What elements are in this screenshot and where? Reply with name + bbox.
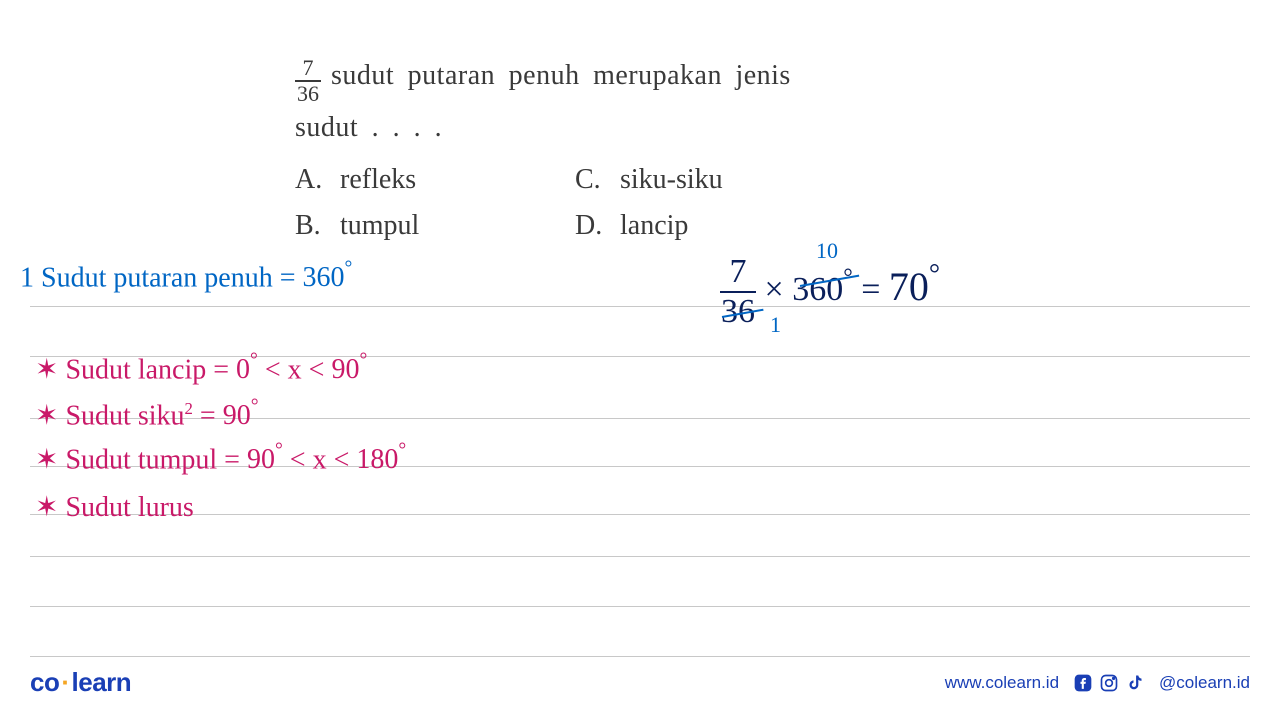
hand-siku-val: 90	[223, 400, 259, 431]
rule-line	[30, 606, 1250, 607]
option-a-text: refleks	[340, 159, 416, 201]
hand-tumpul-b: 180	[356, 444, 406, 475]
option-c: C. siku-siku	[575, 159, 723, 201]
option-c-letter: C.	[575, 159, 620, 201]
hand-putaran-prefix: 1 Sudut putaran penuh =	[20, 262, 303, 293]
option-b-letter: B.	[295, 205, 340, 247]
calc-num: 7	[729, 255, 748, 289]
hand-siku-eq: =	[193, 400, 223, 431]
logo-co: co	[30, 667, 59, 697]
instagram-icon	[1099, 673, 1119, 693]
hand-tumpul-a: 90	[247, 444, 283, 475]
question-fraction: 7 36	[295, 57, 321, 105]
options-row: A. refleks B. tumpul C. siku-siku D. lan…	[295, 159, 975, 251]
hand-lancip-a: 0	[236, 354, 258, 385]
question-text-1: sudut putaran penuh merupakan jenis	[331, 55, 791, 97]
rule-line	[30, 556, 1250, 557]
hand-tumpul-mid: < x <	[283, 444, 357, 475]
hand-lurus-label: ✶ Sudut lurus	[35, 492, 194, 523]
rule-line	[30, 656, 1250, 657]
options-col-right: C. siku-siku D. lancip	[575, 159, 723, 251]
hand-tumpul-label: ✶ Sudut tumpul =	[35, 444, 247, 475]
calc-cancel-top: 10	[816, 238, 838, 264]
hand-tumpul: ✶ Sudut tumpul = 90 < x < 180	[35, 442, 406, 476]
option-d: D. lancip	[575, 205, 723, 247]
option-a-letter: A.	[295, 159, 340, 201]
logo: co·learn	[30, 667, 131, 698]
option-b: B. tumpul	[295, 205, 575, 247]
facebook-icon	[1073, 673, 1093, 693]
hand-putaran-value: 360	[303, 262, 353, 293]
footer-handle: @colearn.id	[1159, 673, 1250, 693]
logo-dot: ·	[61, 667, 69, 697]
logo-learn: learn	[72, 667, 132, 697]
calc-times: ×	[765, 271, 793, 308]
question-text-2: sudut . . . .	[295, 107, 975, 149]
fraction-denominator: 36	[295, 83, 321, 105]
calc-cancel-bottom: 1	[770, 312, 781, 338]
footer-url: www.colearn.id	[945, 673, 1059, 693]
hand-lancip-mid: < x <	[258, 354, 332, 385]
hand-lancip-b: 90	[331, 354, 367, 385]
option-d-letter: D.	[575, 205, 620, 247]
tiktok-icon	[1125, 673, 1145, 693]
hand-siku-sup: 2	[185, 399, 193, 418]
calc-fraction: 7 36	[720, 255, 756, 329]
hand-siku-label: ✶ Sudut siku	[35, 400, 185, 431]
rule-line	[30, 514, 1250, 515]
rule-line	[30, 306, 1250, 307]
hand-calc: 7 36 × 360 = 70	[720, 255, 940, 329]
footer: co·learn www.colearn.id @colearn.id	[30, 667, 1250, 698]
option-a: A. refleks	[295, 159, 575, 201]
option-b-text: tumpul	[340, 205, 419, 247]
question-block: 7 36 sudut putaran penuh merupakan jenis…	[295, 55, 975, 251]
hand-putaran-line: 1 Sudut putaran penuh = 360	[20, 260, 352, 294]
fraction-numerator: 7	[301, 57, 316, 79]
calc-result: 70	[889, 264, 940, 309]
hand-lancip-label: ✶ Sudut lancip =	[35, 354, 236, 385]
options-col-left: A. refleks B. tumpul	[295, 159, 575, 251]
social-icons	[1073, 673, 1145, 693]
option-d-text: lancip	[620, 205, 688, 247]
footer-right: www.colearn.id @colearn.id	[945, 673, 1250, 693]
hand-lancip: ✶ Sudut lancip = 0 < x < 90	[35, 352, 367, 386]
hand-lurus: ✶ Sudut lurus	[35, 490, 194, 524]
question-line-1: 7 36 sudut putaran penuh merupakan jenis	[295, 55, 975, 105]
option-c-text: siku-siku	[620, 159, 723, 201]
hand-siku: ✶ Sudut siku2 = 90	[35, 398, 259, 432]
